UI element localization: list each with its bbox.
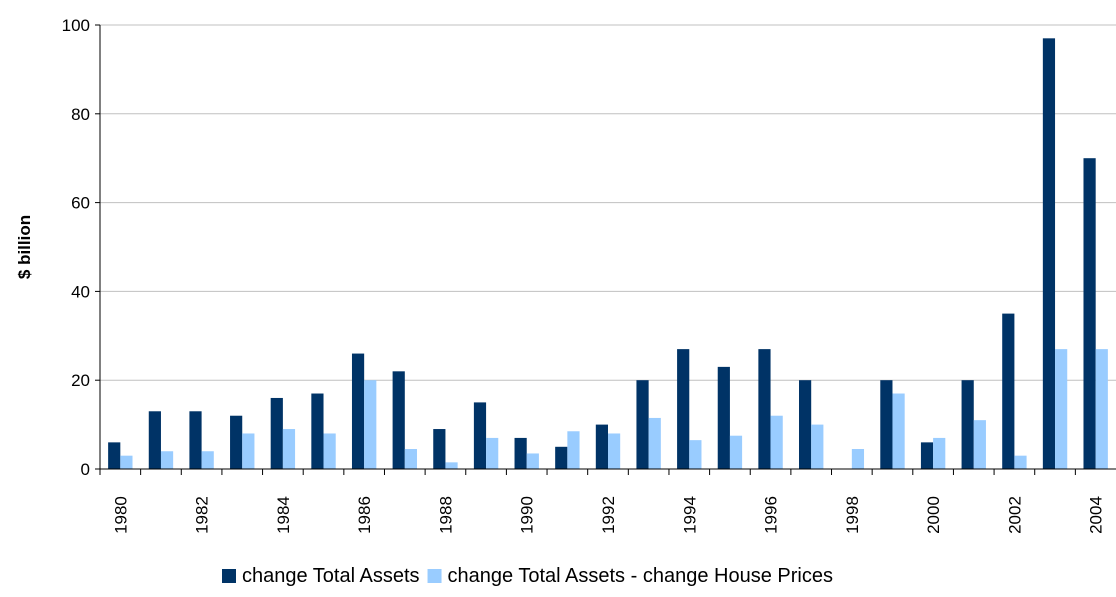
bar (201, 451, 214, 469)
x-tick-label: 2002 (1005, 496, 1024, 534)
bar (799, 380, 812, 469)
bar (351, 353, 365, 469)
bar (311, 393, 324, 469)
bar (1014, 455, 1027, 469)
y-tick-label: 80 (71, 105, 90, 124)
bar (892, 393, 905, 469)
bar (811, 424, 824, 469)
bar (729, 435, 743, 469)
bar (270, 397, 283, 469)
bar (242, 433, 255, 469)
x-tick-label: 1988 (436, 496, 455, 534)
x-tick-label: 1996 (762, 496, 781, 534)
bar (677, 349, 690, 469)
bar (880, 380, 893, 469)
bar (608, 433, 621, 469)
bar (486, 437, 499, 469)
y-tick-label: 100 (62, 16, 90, 35)
bar (392, 371, 405, 469)
bar (404, 449, 417, 469)
x-tick-label: 1980 (111, 496, 130, 534)
bar (160, 451, 174, 469)
bar (1055, 349, 1068, 469)
bar (1002, 313, 1015, 469)
y-tick-label: 40 (71, 282, 90, 301)
legend-label: change Total Assets (242, 565, 420, 587)
bar (433, 429, 446, 469)
x-tick-label: 1984 (274, 496, 293, 534)
y-tick-label: 0 (81, 460, 90, 479)
bar (920, 442, 934, 469)
bar (555, 446, 568, 469)
bar (595, 424, 608, 469)
bar (770, 415, 783, 469)
x-tick-label: 1990 (518, 496, 537, 534)
x-tick-label: 2004 (1087, 496, 1106, 534)
legend-swatch (427, 569, 442, 583)
bar (526, 453, 539, 469)
bar (648, 417, 661, 469)
bar (473, 402, 487, 469)
bar (636, 380, 649, 469)
bar (282, 429, 296, 469)
y-tick-label: 20 (71, 371, 90, 390)
x-tick-label: 1982 (193, 496, 212, 534)
bar (1083, 158, 1096, 469)
y-axis-label: $ billion (15, 215, 34, 279)
bar (961, 380, 974, 469)
bar (973, 420, 986, 469)
bar (323, 433, 336, 469)
x-tick-label: 1992 (599, 496, 618, 534)
x-tick-label: 1986 (355, 496, 374, 534)
bar (514, 437, 527, 469)
bar (364, 380, 377, 469)
bar (689, 440, 702, 469)
bar (1042, 38, 1056, 469)
bar (108, 442, 121, 469)
bar (1095, 349, 1108, 469)
legend-swatch (222, 569, 236, 583)
bar (758, 349, 771, 469)
bar (717, 366, 730, 469)
x-tick-label: 2000 (924, 496, 943, 534)
legend-label: change Total Assets - change House Price… (448, 565, 833, 587)
bar (148, 411, 161, 469)
y-tick-label: 60 (71, 194, 90, 213)
x-tick-label: 1994 (680, 496, 699, 534)
bar (933, 437, 946, 469)
bar (230, 415, 243, 469)
bar (120, 455, 133, 469)
bar (445, 462, 458, 469)
bar (567, 431, 580, 469)
bar (851, 449, 865, 469)
bar (189, 411, 202, 469)
x-tick-label: 1998 (843, 496, 862, 534)
